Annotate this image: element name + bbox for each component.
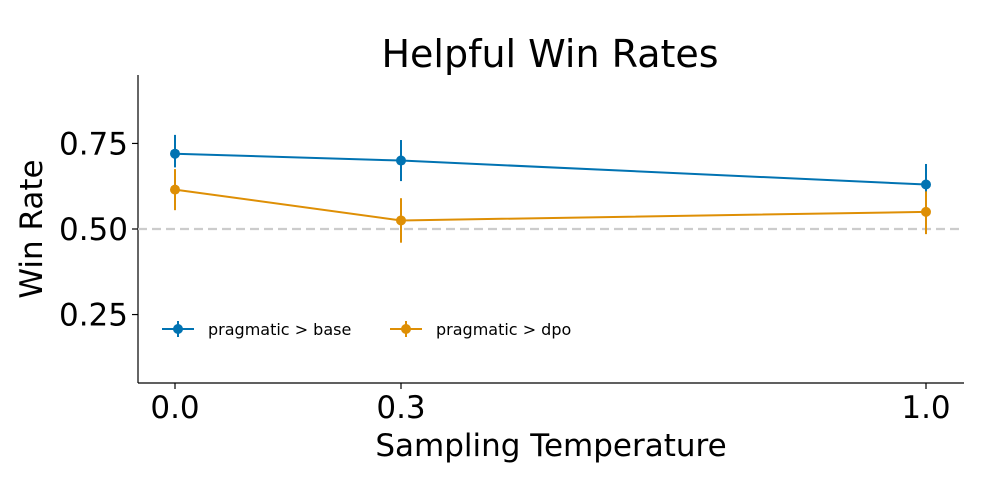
series-1 (170, 134, 931, 206)
series-line (174, 152, 927, 186)
x-tick-label: 0.0 (150, 390, 199, 426)
chart-title: Helpful Win Rates (381, 32, 718, 76)
legend: pragmatic > base pragmatic > dpo (162, 320, 571, 339)
legend-label: pragmatic > base (208, 320, 351, 339)
y-tick-label: 0.75 (59, 126, 128, 162)
y-tick-label: 0.25 (59, 298, 128, 334)
data-point (396, 215, 406, 226)
y-tick-label: 0.50 (59, 212, 128, 248)
data-point (921, 179, 931, 190)
legend-marker (401, 324, 411, 334)
x-tick-label: 1.0 (901, 390, 950, 426)
x-tick-label: 0.3 (376, 390, 425, 426)
legend-marker (173, 324, 183, 334)
data-point (170, 148, 180, 159)
series-line (174, 188, 927, 222)
x-axis-label: Sampling Temperature (375, 428, 726, 464)
legend-entry: pragmatic > base (162, 320, 351, 339)
series-2 (170, 169, 931, 243)
y-axis-label: Win Rate (14, 159, 50, 298)
data-point (170, 184, 180, 195)
data-point (396, 155, 406, 166)
data-point (921, 206, 931, 217)
legend-label: pragmatic > dpo (436, 320, 571, 339)
legend-entry: pragmatic > dpo (390, 320, 571, 339)
